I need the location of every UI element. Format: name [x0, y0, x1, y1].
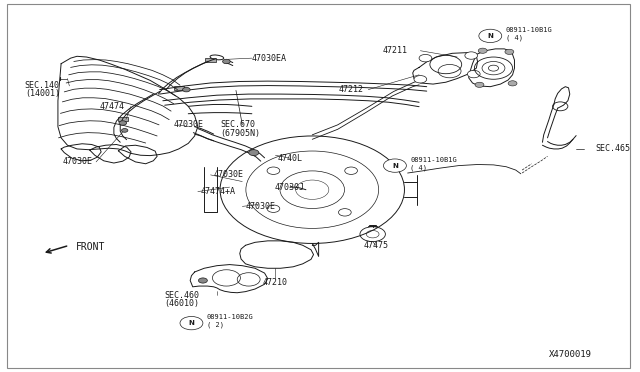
Circle shape: [267, 167, 280, 174]
Circle shape: [249, 150, 259, 155]
Text: 08911-10B2G
( 2): 08911-10B2G ( 2): [207, 314, 253, 328]
Text: 47030E: 47030E: [173, 121, 204, 129]
Text: 08911-10B1G
( 4): 08911-10B1G ( 4): [506, 27, 552, 41]
Text: 47475: 47475: [364, 241, 388, 250]
Text: FRONT: FRONT: [76, 242, 105, 252]
Text: 47474: 47474: [100, 102, 125, 111]
Circle shape: [475, 82, 484, 87]
Circle shape: [119, 121, 127, 125]
FancyBboxPatch shape: [118, 118, 128, 121]
Circle shape: [345, 167, 358, 174]
Text: N: N: [189, 320, 195, 326]
Circle shape: [414, 76, 427, 83]
Text: SEC.465: SEC.465: [595, 144, 630, 153]
Text: 47474+A: 47474+A: [201, 187, 236, 196]
Text: 08911-10B1G
( 4): 08911-10B1G ( 4): [410, 157, 457, 171]
Circle shape: [339, 209, 351, 216]
FancyBboxPatch shape: [205, 58, 216, 62]
Text: 47030EA: 47030EA: [252, 54, 287, 62]
Text: (67905N): (67905N): [220, 128, 260, 138]
Text: 47211: 47211: [383, 46, 408, 55]
Text: 4740L: 4740L: [278, 154, 303, 163]
Text: 47030J: 47030J: [275, 183, 305, 192]
Text: X4700019: X4700019: [549, 350, 592, 359]
Circle shape: [267, 205, 280, 212]
Circle shape: [122, 129, 128, 132]
Text: 47030E: 47030E: [214, 170, 244, 179]
Circle shape: [180, 317, 203, 330]
Text: SEC.670: SEC.670: [220, 121, 255, 129]
Text: 47212: 47212: [338, 85, 363, 94]
Text: SEC.140: SEC.140: [25, 81, 60, 90]
Text: N: N: [488, 33, 493, 39]
Circle shape: [467, 70, 480, 78]
Circle shape: [198, 278, 207, 283]
Text: 47030E: 47030E: [63, 157, 93, 166]
Text: 47030E: 47030E: [246, 202, 275, 211]
Circle shape: [505, 49, 514, 54]
Text: (46010): (46010): [164, 299, 200, 308]
Circle shape: [223, 59, 230, 64]
Circle shape: [383, 159, 406, 172]
Text: (14001): (14001): [25, 89, 60, 98]
Circle shape: [478, 48, 487, 53]
Circle shape: [419, 54, 432, 62]
Circle shape: [182, 87, 190, 92]
Circle shape: [508, 81, 517, 86]
Circle shape: [479, 29, 502, 42]
Text: N: N: [392, 163, 398, 169]
FancyBboxPatch shape: [173, 86, 184, 90]
Text: SEC.460: SEC.460: [164, 291, 200, 300]
Text: 47210: 47210: [263, 278, 288, 287]
Circle shape: [465, 52, 477, 59]
